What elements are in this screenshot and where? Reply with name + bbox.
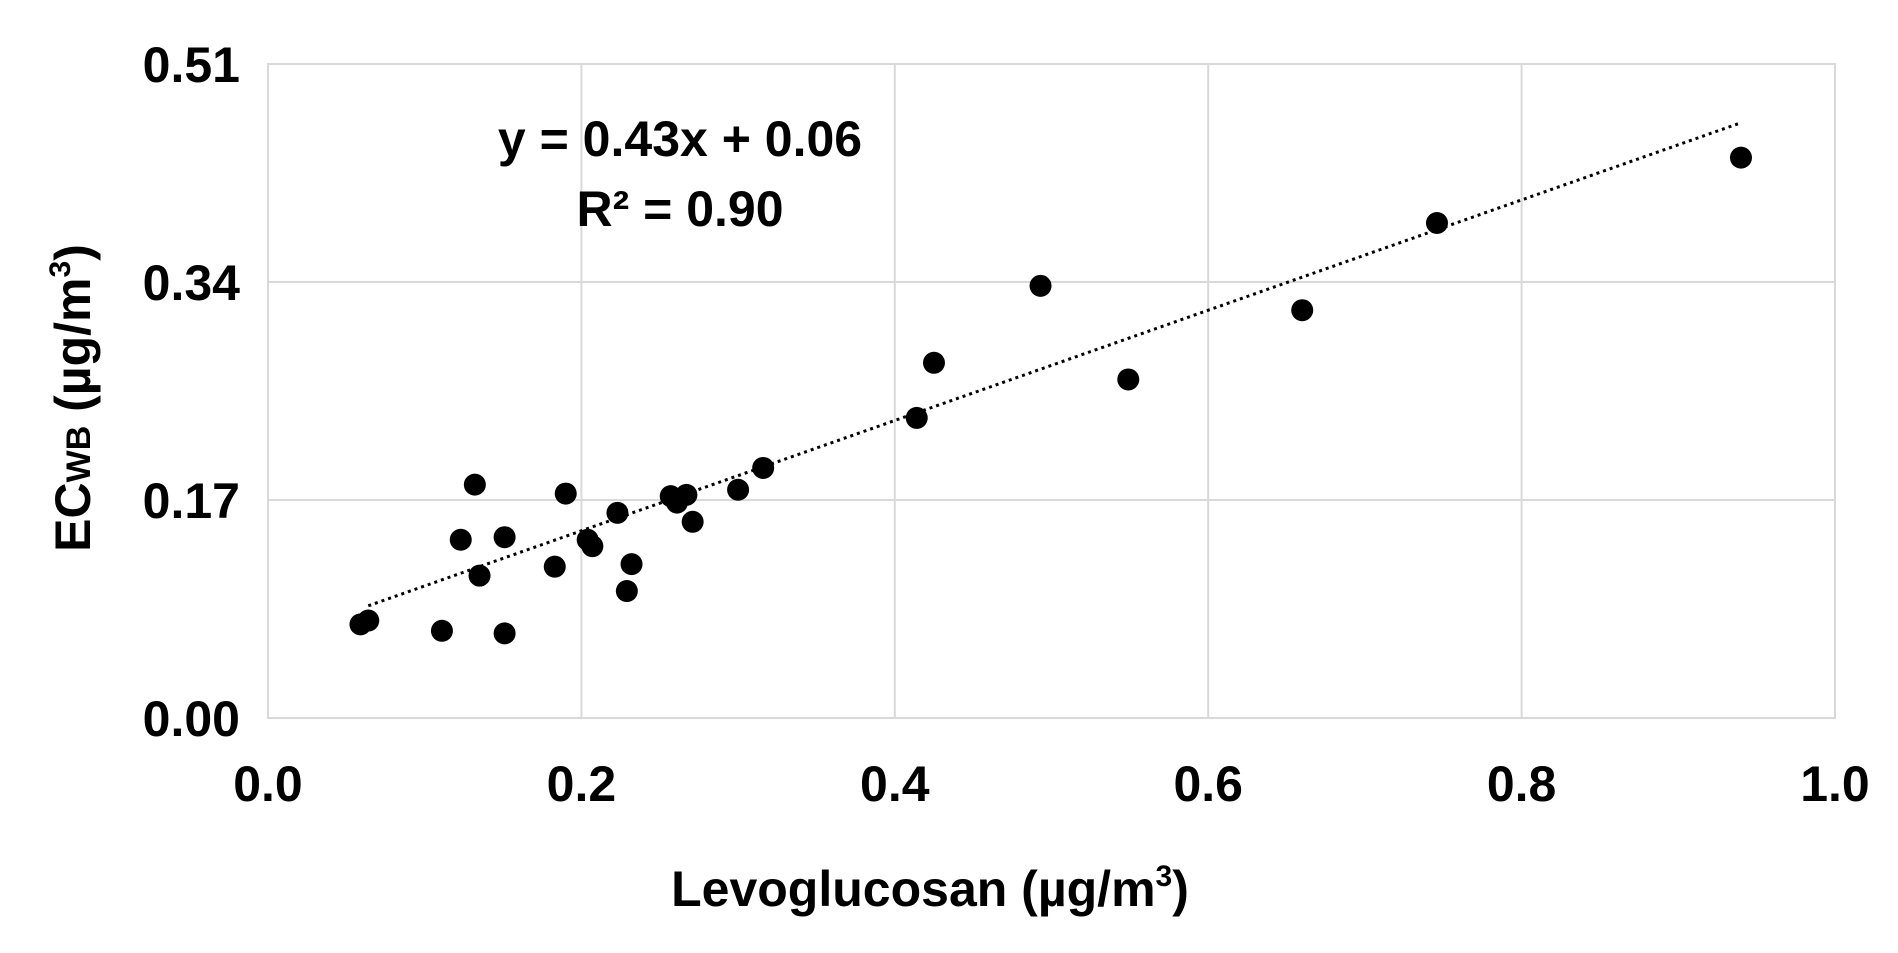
- scatter-point: [1425, 212, 1448, 235]
- scatter-point: [449, 528, 472, 551]
- scatter-point: [922, 351, 945, 374]
- x-axis-title: Levoglucosan (µg/m3): [671, 860, 1189, 917]
- y-axis-title-sup: 3: [44, 261, 77, 278]
- x-tick-label: 0.6: [1173, 756, 1243, 812]
- scatter-point: [752, 456, 775, 479]
- scatter-point: [581, 535, 604, 558]
- scatter-point: [606, 501, 629, 524]
- trendline-equation: y = 0.43x + 0.06: [498, 111, 862, 167]
- r-squared-label: R² = 0.90: [576, 181, 783, 237]
- y-axis-title-mid: (µg/m: [45, 277, 101, 425]
- scatter-point: [554, 482, 577, 505]
- scatter-point: [430, 619, 453, 642]
- y-axis-title-main: EC: [45, 482, 101, 551]
- trendline: [367, 121, 1742, 608]
- x-tick-label: 0.2: [547, 756, 617, 812]
- scatter-point: [1729, 146, 1752, 169]
- data-points: [349, 146, 1752, 645]
- x-axis-title-end: ): [1172, 861, 1189, 917]
- scatter-point: [615, 580, 638, 603]
- x-tick-labels: 0.0 0.2 0.4 0.6 0.8 1.0: [233, 756, 1870, 812]
- y-axis-title-sub: WB: [60, 426, 98, 483]
- y-tick-label: 0.17: [143, 473, 240, 529]
- scatter-point: [675, 483, 698, 506]
- y-tick-label: 0.51: [143, 37, 240, 93]
- x-tick-label: 0.0: [233, 756, 303, 812]
- scatter-point: [1117, 368, 1140, 391]
- x-tick-label: 1.0: [1800, 756, 1870, 812]
- scatter-point: [905, 406, 928, 429]
- trendline-group: [367, 121, 1742, 608]
- scatter-point: [1029, 274, 1052, 297]
- grid-lines: [267, 63, 1836, 719]
- scatter-point: [463, 473, 486, 496]
- scatter-point: [357, 609, 380, 632]
- y-tick-label: 0.00: [143, 691, 240, 747]
- scatter-point: [620, 553, 643, 576]
- scatter-point: [468, 564, 491, 587]
- scatter-point: [493, 526, 516, 549]
- x-tick-label: 0.4: [860, 756, 930, 812]
- scatter-point: [493, 622, 516, 645]
- x-tick-label: 0.8: [1487, 756, 1557, 812]
- scatter-point: [681, 510, 704, 533]
- y-axis-title: ECWB (µg/m3): [44, 244, 101, 552]
- x-axis-title-sup: 3: [1156, 860, 1173, 893]
- scatter-point: [727, 478, 750, 501]
- y-tick-labels: 0.00 0.17 0.34 0.51: [143, 37, 241, 747]
- x-axis-title-main: Levoglucosan (µg/m: [671, 861, 1155, 917]
- scatter-point: [1291, 299, 1314, 322]
- y-axis-title-end: ): [45, 244, 101, 261]
- scatter-point: [543, 555, 566, 578]
- y-tick-label: 0.34: [143, 255, 241, 311]
